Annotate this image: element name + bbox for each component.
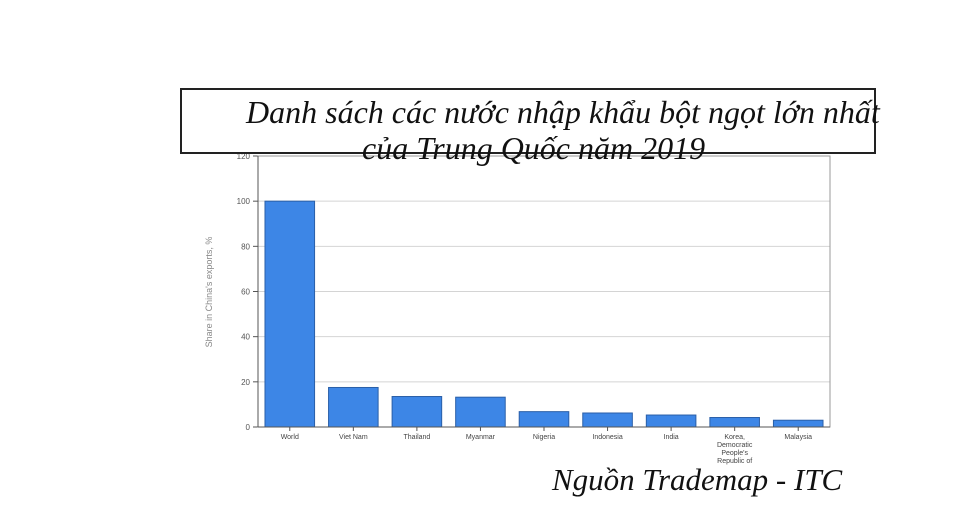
bar	[645, 414, 697, 428]
x-tick-label: Indonesia	[592, 434, 622, 441]
bar	[264, 200, 316, 428]
x-tick-label: Malaysia	[784, 434, 812, 441]
bar	[772, 419, 824, 428]
y-tick-label: 100	[237, 197, 251, 206]
tick-labels: 0 20 40 60 80 100 120 World Viet Nam Thailand Myan…	[237, 152, 812, 465]
y-tick-label: 120	[237, 152, 251, 161]
bar	[455, 396, 506, 428]
y-tick-label: 60	[241, 288, 250, 297]
chart-title-line-1: Danh sách các nước nhập khẩu bột ngọt lớ…	[246, 94, 880, 130]
y-tick-label: 40	[241, 333, 250, 342]
bar	[391, 396, 443, 428]
x-tick-label: Korea, Democratic People's Republic of	[717, 434, 753, 465]
source-note: Nguồn Trademap - ITC	[552, 462, 843, 497]
x-tick-label: World	[281, 434, 299, 441]
chart-title-line-2: của Trung Quốc năm 2019	[362, 130, 706, 166]
gridlines	[258, 155, 830, 383]
x-tick-label: Viet Nam	[339, 434, 368, 441]
axes	[253, 155, 831, 431]
x-tick-label: Thailand	[403, 434, 430, 441]
bar	[328, 386, 379, 428]
y-tick-label: 80	[241, 242, 250, 251]
bar	[582, 412, 633, 428]
bar	[518, 411, 570, 428]
y-tick-label: 20	[241, 378, 250, 387]
x-tick-label: Nigeria	[533, 434, 555, 441]
bars	[264, 200, 824, 428]
x-tick-label: Myanmar	[466, 434, 496, 441]
y-tick-label: 0	[246, 423, 251, 432]
chart-title-box: Danh sách các nước nhập khẩu bột ngọt lớ…	[180, 88, 880, 166]
x-tick-label: India	[664, 434, 679, 441]
y-axis-label: Share in China's exports, %	[204, 237, 214, 348]
bar	[709, 417, 760, 428]
